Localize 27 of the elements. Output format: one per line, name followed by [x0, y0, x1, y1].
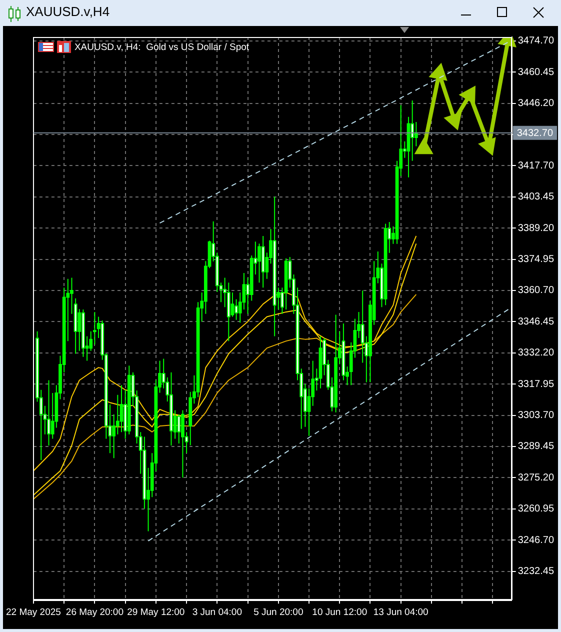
text: XAUUSD.v, H4: Gold vs US Dollar / Spot — [74, 42, 250, 52]
y-tick-label: 3460.45 — [518, 66, 554, 78]
y-tick-label: 3346.45 — [518, 316, 554, 328]
x-tick-label: 3 Jun 04:00 — [192, 606, 242, 618]
chart-title: XAUUSD.v,H4 — [26, 4, 110, 19]
y-tick-label: 3446.20 — [518, 98, 554, 110]
y-tick-label: 3260.95 — [518, 504, 554, 515]
y-tick-label: 3474.70 — [518, 36, 554, 47]
y-tick-label: 3389.20 — [518, 222, 554, 234]
y-tick-label: 3289.45 — [518, 441, 554, 452]
y-tick-label: 3417.70 — [518, 160, 554, 172]
x-tick-label: 26 May 20:00 — [66, 606, 124, 618]
y-tick-label: 3232.45 — [518, 566, 554, 577]
x-tick-label: 10 Jun 12:00 — [312, 606, 368, 618]
y-tick-label: 3275.20 — [518, 472, 554, 484]
x-tick-label: 5 Jun 20:00 — [254, 606, 304, 618]
y-tick-label: 3303.70 — [518, 410, 554, 422]
x-tick-label: 29 May 12:00 — [127, 606, 185, 618]
ref-line-label: 3432.70 — [516, 128, 554, 140]
x-tick-label: 22 May 2025 — [6, 606, 61, 618]
y-tick-label: 3246.70 — [518, 534, 554, 546]
y-tick-label: 3332.20 — [518, 348, 554, 359]
y-tick-label: 3374.95 — [518, 254, 554, 266]
y-tick-label: 3403.45 — [518, 192, 554, 203]
y-tick-label: 3360.70 — [518, 285, 554, 296]
x-tick-label: 13 Jun 04:00 — [373, 606, 428, 618]
y-tick-label: 3317.95 — [518, 378, 554, 390]
